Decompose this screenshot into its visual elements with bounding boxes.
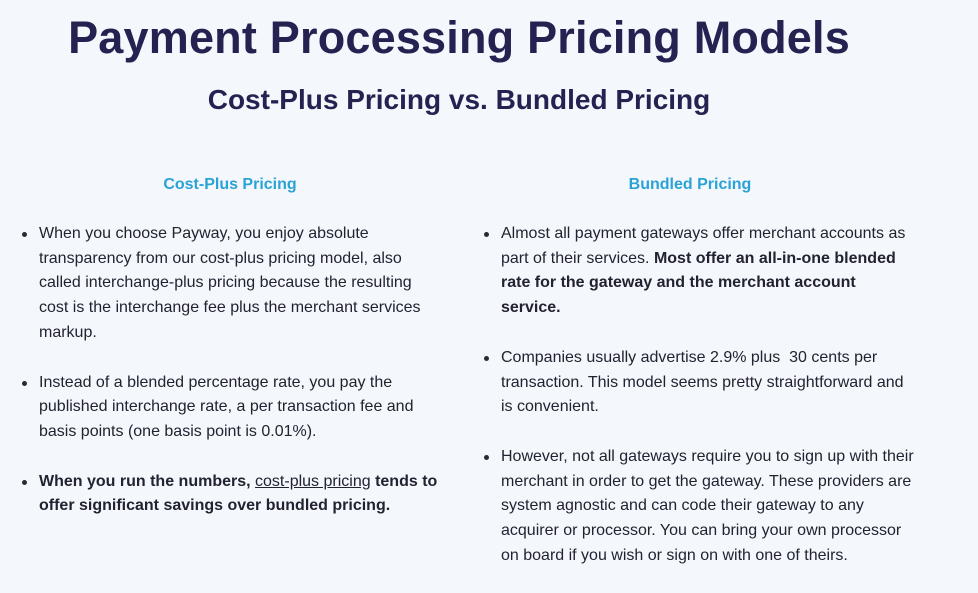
list-item: Instead of a blended percentage rate, yo… [22,371,442,445]
cost-plus-column: Cost-Plus Pricing When you choose Payway… [22,172,442,544]
list-item: However, not all gateways require you to… [484,445,914,569]
bundled-list: Almost all payment gateways offer mercha… [484,222,914,568]
bullet-text: When you choose Payway, you enjoy absolu… [39,225,421,341]
page-subtitle: Cost-Plus Pricing vs. Bundled Pricing [207,84,711,115]
bullet-text: Almost all payment gateways offer mercha… [501,225,906,267]
bullet-dot-icon [484,232,489,237]
bullet-text: Instead of a blended percentage rate, yo… [39,373,414,440]
bullet-bold-text: tends to offer significant savings over … [39,472,438,515]
bullet-dot-icon [22,232,27,237]
bullet-dot-icon [22,479,27,485]
bullet-dot-icon [484,355,489,361]
bullet-text: However, not all gateways require you to… [501,447,914,564]
list-item: Almost all payment gateways offer mercha… [484,222,914,321]
list-item: Companies usually advertise 2.9% plus 30… [484,346,914,420]
cost-plus-list: When you choose Payway, you enjoy absolu… [22,222,442,519]
bullet-bold-text: When you run the numbers, [39,472,256,490]
bullet-dot-icon [484,454,489,460]
cost-plus-heading: Cost-Plus Pricing [163,176,297,193]
bullet-text: Companies usually advertise 2.9% plus 30… [501,348,909,416]
bundled-column: Bundled Pricing Almost all payment gatew… [484,172,914,593]
bullet-dot-icon [22,380,27,386]
bullet-bold-text: Most offer an all-in-one blended rate fo… [501,249,896,317]
list-item: When you run the numbers, cost-plus pric… [22,470,442,519]
cost-plus-pricing-link[interactable]: cost-plus pricing [255,472,371,490]
page-title: Payment Processing Pricing Models [68,12,850,63]
list-item: When you choose Payway, you enjoy absolu… [22,222,442,346]
bundled-heading: Bundled Pricing [628,176,752,193]
